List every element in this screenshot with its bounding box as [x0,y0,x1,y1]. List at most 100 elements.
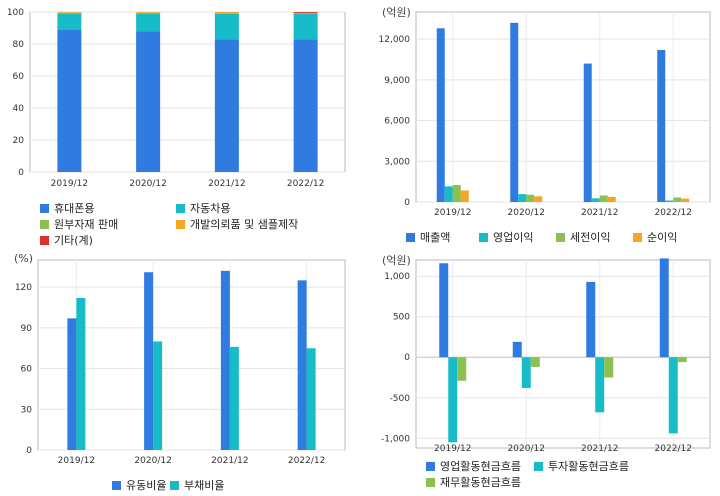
bar [512,341,522,358]
chart-income-plot: 0 3,000 6,000 9,000 12,000 2019/12 2020/12 2021… [379,11,711,218]
bar [659,258,669,358]
y-tick-label: 500 [393,313,410,323]
bar [57,13,82,30]
legend-item: 세전이익 [556,229,610,245]
bar [526,194,535,202]
y-tick-label: 6,000 [384,117,410,127]
chart-cashflow: (억원) -1,000 -500 0 500 1,000 2019/12 2020/12 20… [360,248,720,496]
y-tick-label: -500 [390,394,411,404]
y-tick-label: 60 [13,72,25,82]
y-tick-label: 1,000 [384,272,410,282]
chart-income-unit: (억원) [382,6,411,19]
x-tick-label: 2020/12 [129,179,166,189]
legend-item: 투자활동현금흐름 [534,458,629,474]
x-tick-label: 2019/12 [434,208,471,218]
chart-product-mix-legend: 휴대폰용 자동차용 원부자재 판매 개발의뢰품 및 샘플제작 기타(계) [40,200,360,248]
chart-ratios-unit: (%) [14,252,34,265]
legend-label: 순이익 [647,231,678,244]
legend-item: 재무활동현금흐름 [426,474,521,490]
bar [518,194,527,202]
legend-swatch [40,235,49,245]
legend-item: 매출액 [406,229,450,245]
bar [144,272,154,450]
bar [591,198,600,202]
bar [681,198,690,202]
bar [214,13,239,14]
legend-label: 자동차용 [190,202,231,215]
bar [586,281,596,358]
legend-swatch [176,203,185,213]
y-tick-label: 20 [13,136,25,146]
legend-swatch [176,219,185,229]
x-tick-label: 2020/12 [134,456,171,466]
x-tick-label: 2019/12 [51,179,88,189]
bar [293,12,318,14]
x-tick-label: 2021/12 [211,456,248,466]
legend-item: 원부자재 판매 [40,216,118,232]
bar [595,357,605,413]
chart-ratios-plot: 0 30 60 90 120 2019/12 2020/12 2021/12 2022/12 [15,259,346,466]
chart-cashflow-plot: -1,000 -500 0 500 1,000 2019/12 2020/12 2021/12… [381,258,711,454]
bar [214,39,239,173]
chart-product-mix-plot: 0 20 40 60 80 100 2019/12 2020/12 2021/12 2022/12 [7,8,346,189]
bar [444,186,453,202]
legend-item: 개발의뢰품 및 샘플제작 [176,216,298,232]
legend-label: 개발의뢰품 및 샘플제작 [190,218,299,231]
bar [220,270,230,450]
bar [521,357,531,389]
bar [293,12,318,14]
bar [530,357,540,367]
legend-swatch [426,477,435,487]
bar [214,12,239,14]
legend-label: 영업활동현금흐름 [440,460,521,473]
legend-label: 부채비율 [184,479,225,492]
bar [136,12,161,13]
plot-frame [37,259,346,451]
legend-item: 부채비율 [170,477,224,493]
chart-cashflow-unit: (억원) [382,254,411,267]
legend-swatch [556,232,565,242]
bar [136,31,161,173]
y-tick-label: 80 [13,40,25,50]
y-tick-label: 0 [404,353,410,363]
bar [457,357,467,381]
legend-item: 자동차용 [176,200,230,216]
bar [136,12,161,14]
bar [297,280,307,450]
bar [436,28,445,202]
x-tick-label: 2022/12 [655,208,692,218]
bar [57,12,82,14]
bar [604,357,614,378]
legend-label: 재무활동현금흐름 [440,476,521,489]
x-tick-label: 2022/12 [287,179,324,189]
bar [583,63,592,203]
legend-label: 투자활동현금흐름 [548,460,629,473]
chart-income-legend: 매출액 영업이익 세전이익 순이익 [406,229,716,245]
y-tick-label: 0 [18,168,24,178]
legend-item: 휴대폰용 [40,200,94,216]
legend-swatch [534,461,543,471]
legend-item: 영업활동현금흐름 [426,458,521,474]
x-tick-label: 2020/12 [508,444,545,454]
bar [665,200,674,202]
bar [599,195,608,202]
legend-swatch [406,232,415,242]
plot-frame [29,11,346,173]
legend-swatch [170,480,179,490]
bar [306,348,316,450]
bar [293,39,318,173]
bar [439,263,449,358]
chart-ratios-legend: 유동비율 부채비율 [112,477,352,493]
legend-item: 영업이익 [479,229,533,245]
plot-frame [415,11,711,203]
bar [460,190,469,202]
y-tick-label: 12,000 [379,35,411,45]
legend-swatch [112,480,121,490]
chart-product-mix: 0 20 40 60 80 100 2019/12 2020/12 2021/12 2022/12… [0,0,360,250]
legend-item: 순이익 [633,229,677,245]
legend-label: 매출액 [420,231,451,244]
legend-swatch [40,203,49,213]
bar [293,12,318,13]
bar [607,196,616,202]
